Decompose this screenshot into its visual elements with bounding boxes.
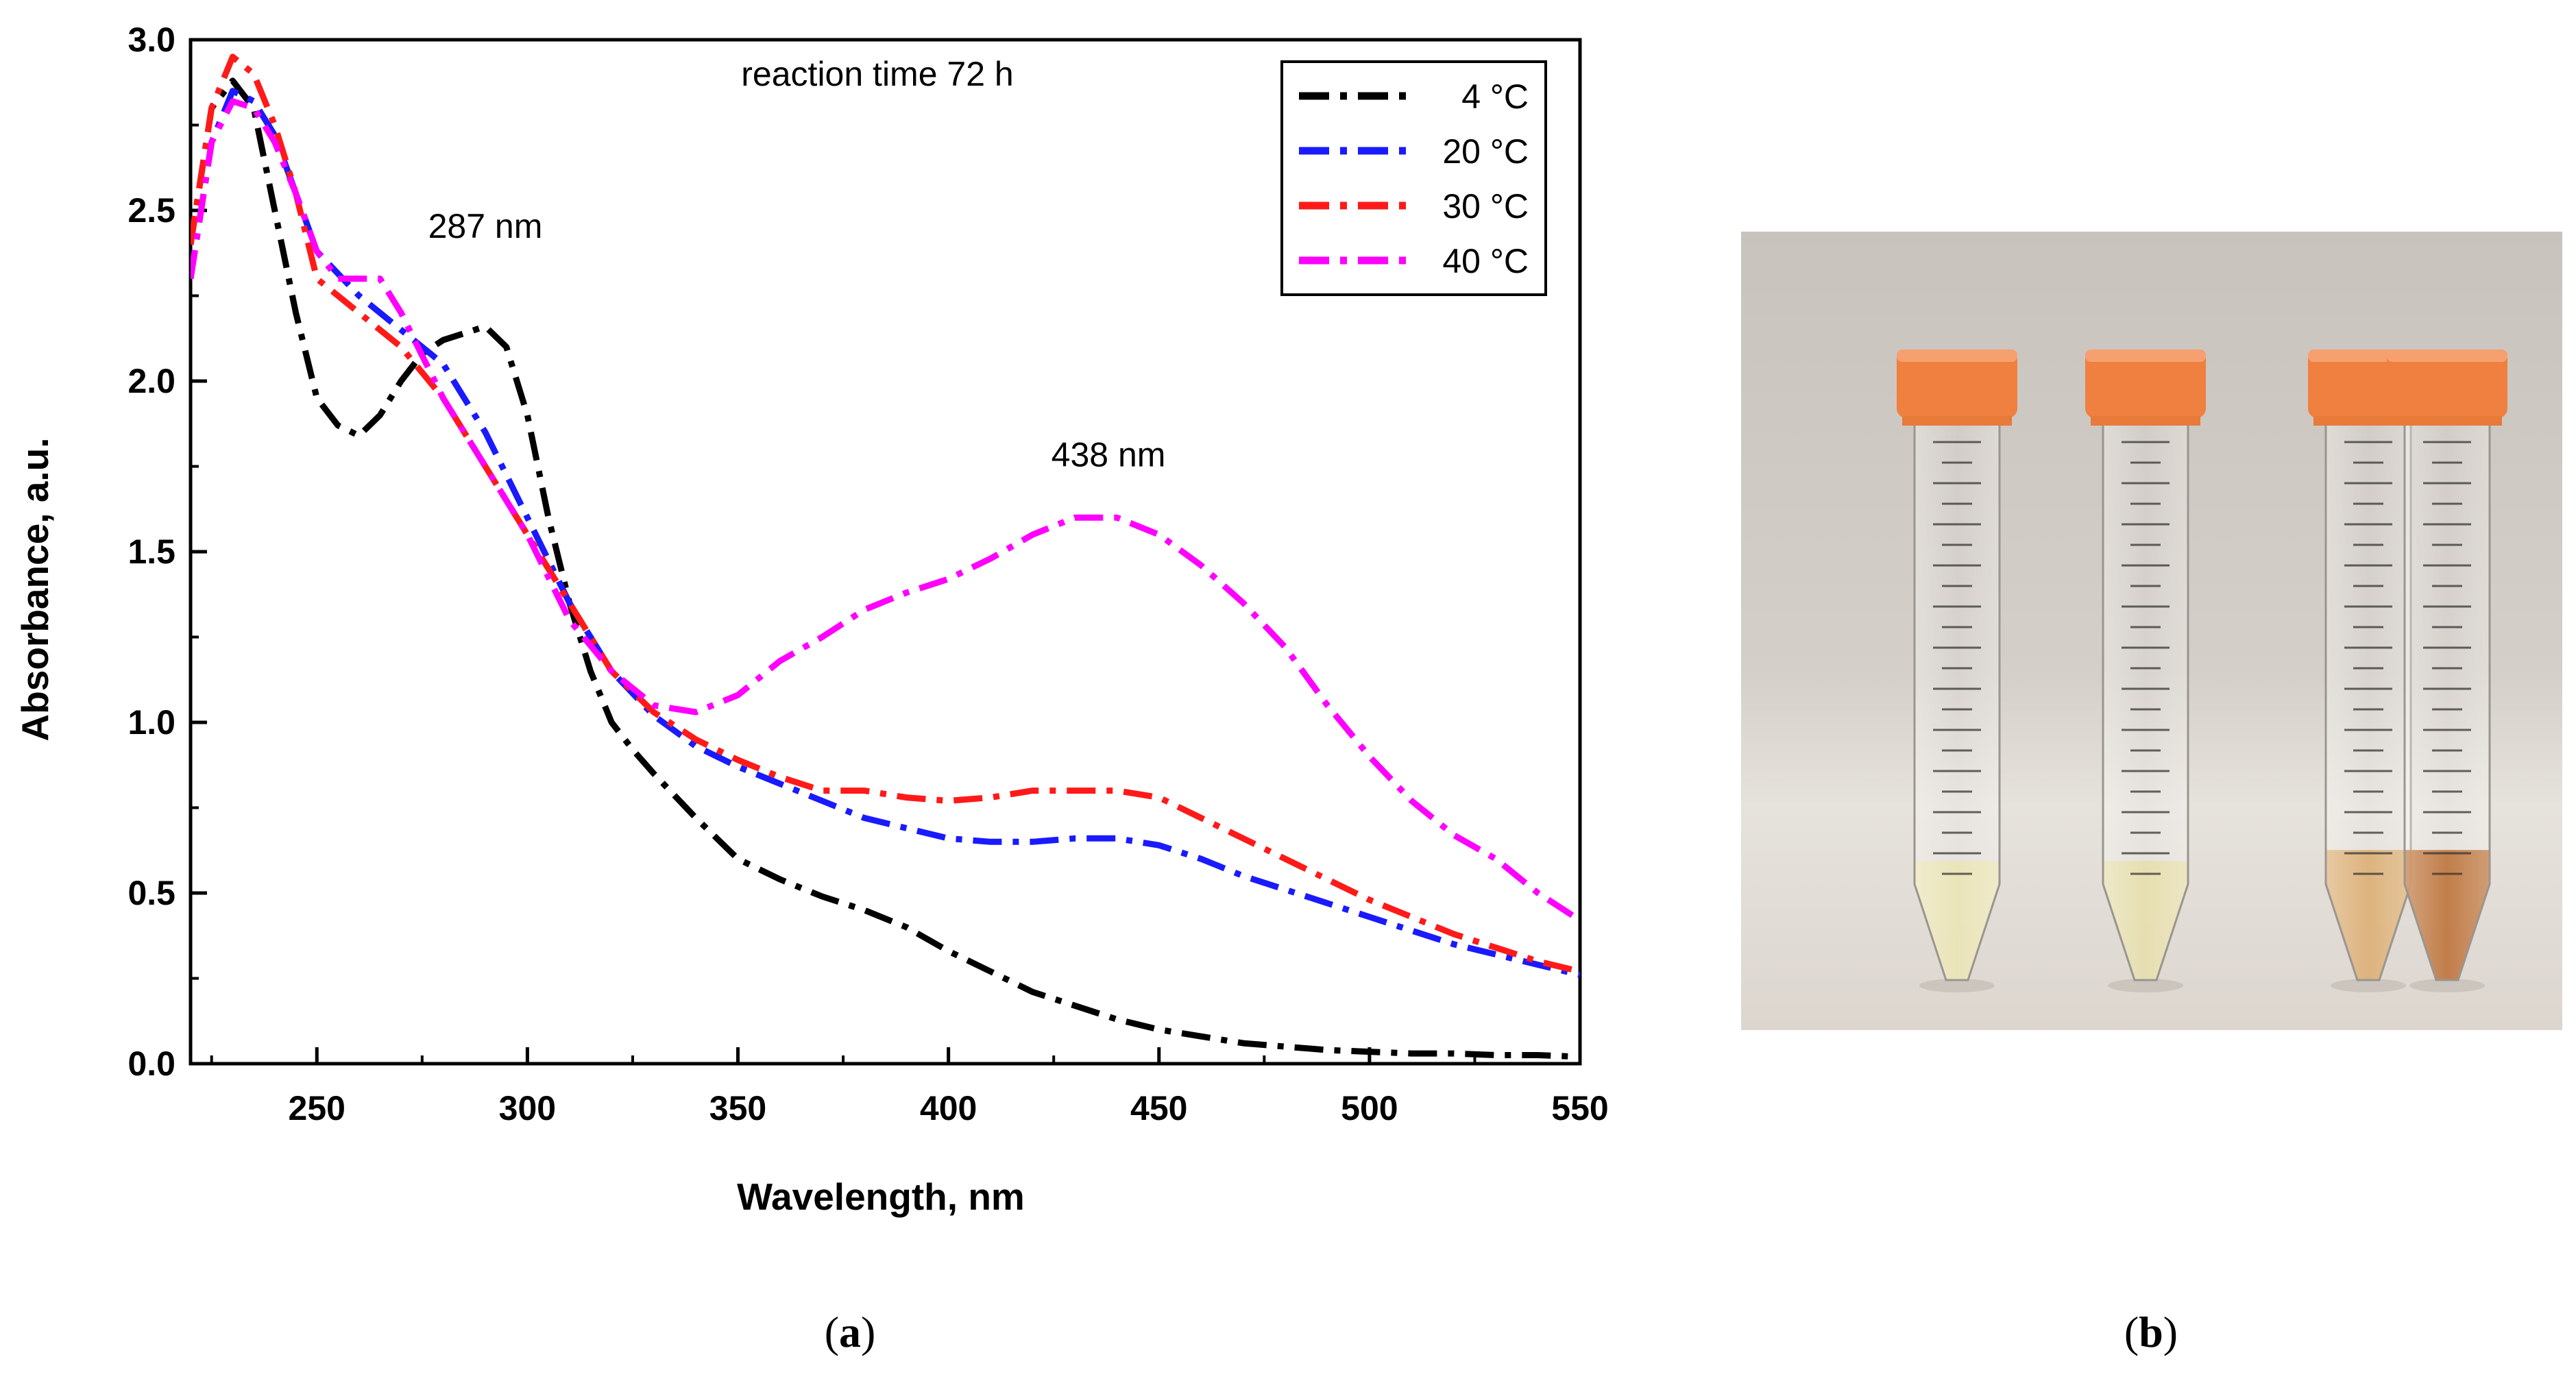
tube-shadow (1919, 979, 1995, 992)
legend-label: 30 °C (1442, 187, 1529, 225)
x-tick-label: 450 (1130, 1089, 1187, 1127)
absorbance-chart: 250 300 350 400 450 500 550 0.0 0.5 1.0 1.5 2.0 2.5 3… (14, 21, 1609, 1218)
y-tick-label: 2.0 (127, 362, 175, 400)
x-tick-label: 500 (1341, 1089, 1398, 1127)
series-line-2 (191, 88, 1580, 978)
tube-cap-top (2387, 350, 2507, 362)
legend-label: 4 °C (1461, 77, 1529, 116)
tubes (1897, 350, 2507, 992)
tube-cap-rim (2392, 416, 2502, 426)
tube-shadow (2108, 979, 2183, 992)
y-axis-title: Absorbance, a.u. (14, 437, 56, 741)
chart-title: reaction time 72 h (741, 55, 1013, 93)
tube-glass (2324, 420, 2412, 981)
chart-axes: 250 300 350 400 450 500 550 0.0 0.5 1.0 1.5 2.0 2.5 3… (127, 21, 1608, 1127)
annotation-287-nm: 287 nm (428, 207, 543, 245)
annotation-438-nm: 438 nm (1052, 436, 1166, 474)
x-tick-label: 250 (289, 1089, 345, 1127)
tube-cap (2387, 350, 2507, 418)
chart-legend: 4 °C 20 °C 30 °C 40 °C (1280, 60, 1547, 296)
tube-glass (1913, 420, 2001, 981)
y-tick-label: 0.5 (127, 874, 175, 912)
tube-glass (2102, 420, 2189, 981)
tube-cap-rim (1902, 416, 2012, 426)
legend-label: 40 °C (1442, 242, 1529, 280)
x-tick-label: 550 (1551, 1089, 1608, 1127)
tube-2 (2085, 350, 2206, 992)
legend-label: 20 °C (1442, 132, 1529, 171)
x-tick-label: 350 (709, 1089, 766, 1127)
tube-shadow (2409, 979, 2485, 992)
legend-box (1280, 60, 1547, 296)
tube-cap-rim (2091, 416, 2200, 426)
x-tick-label: 400 (920, 1089, 977, 1127)
tube-4 (2387, 350, 2507, 992)
x-axis-title: Wavelength, nm (737, 1175, 1025, 1218)
x-tick-label: 300 (499, 1089, 556, 1127)
y-tick-label: 2.5 (127, 191, 175, 230)
panel-label-a: (a) (825, 1308, 876, 1356)
y-tick-label: 1.5 (127, 533, 175, 571)
y-tick-label: 0.0 (127, 1044, 175, 1083)
y-tick-label: 1.0 (127, 703, 175, 742)
chart-series (191, 53, 1580, 1060)
sample-tubes-photo (1741, 232, 2562, 1030)
panel-label-b: (b) (2124, 1308, 2178, 1356)
tube-cap (2085, 350, 2206, 418)
y-tick-label: 3.0 (127, 21, 175, 59)
series-line-4 (191, 98, 1580, 923)
tube-cap (1897, 350, 2017, 418)
tube-cap-top (2085, 350, 2206, 362)
tube-shadow (2331, 979, 2406, 992)
series-line-1 (191, 77, 1580, 1060)
tube-glass (2403, 420, 2491, 981)
tube-cap-top (1897, 350, 2017, 362)
tube-1 (1897, 350, 2017, 992)
